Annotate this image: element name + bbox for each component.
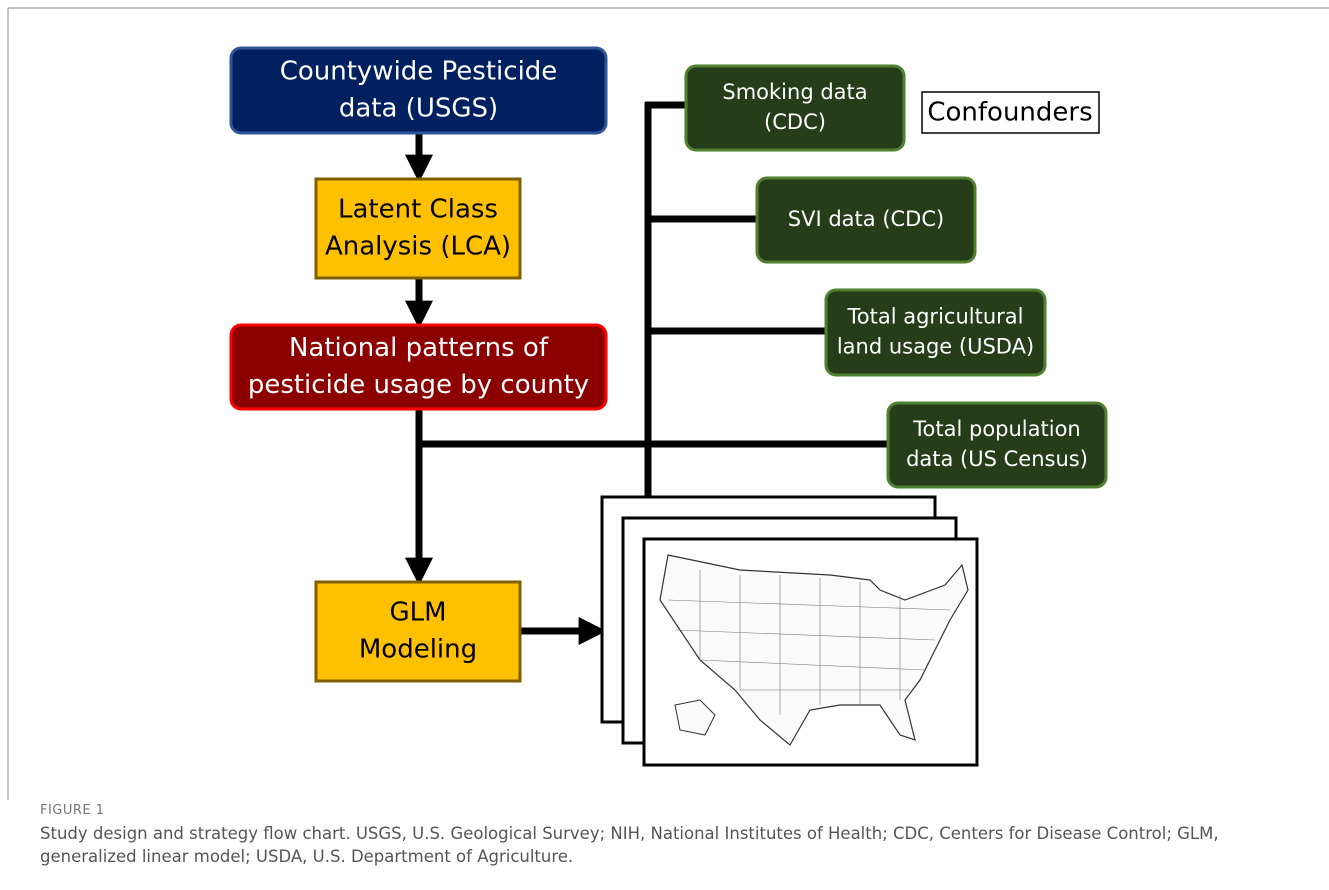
node-label: (CDC)	[764, 110, 826, 134]
node-box	[684, 64, 906, 152]
node-box	[229, 46, 608, 135]
node-label: SVI data (CDC)	[788, 207, 944, 231]
node-label: Countywide Pesticide	[280, 57, 558, 87]
node-label: National patterns of	[289, 333, 549, 363]
node-label: land usage (USDA)	[837, 334, 1034, 358]
node-label: Latent Class	[338, 195, 498, 225]
node-box	[229, 323, 608, 411]
frame	[7, 7, 1329, 800]
node-box	[824, 288, 1047, 377]
node-box	[314, 580, 522, 683]
node-label: Modeling	[359, 634, 477, 664]
node-box	[314, 177, 522, 280]
node-label: pesticide usage by county	[248, 370, 589, 400]
node-label: data (USGS)	[339, 93, 498, 123]
node-label: Smoking data	[722, 80, 867, 104]
node-label: Total agricultural	[847, 305, 1024, 329]
node-label: Analysis (LCA)	[325, 231, 511, 261]
caption-label: FIGURE 1	[40, 803, 105, 818]
confounders-box	[921, 91, 1100, 134]
node-box	[886, 401, 1108, 489]
node-label: GLM	[389, 598, 446, 628]
connectors	[405, 101, 888, 645]
node-label: Total population	[912, 417, 1080, 441]
diagram: Countywide Pesticide data (USGS) Latent Cl…	[7, 7, 1329, 800]
node-box	[755, 176, 977, 264]
node-label: data (US Census)	[906, 447, 1088, 471]
confounders-label: Confounders	[927, 98, 1092, 128]
maps	[600, 495, 979, 767]
caption-text: Study design and strategy flow chart. US…	[40, 824, 1219, 866]
